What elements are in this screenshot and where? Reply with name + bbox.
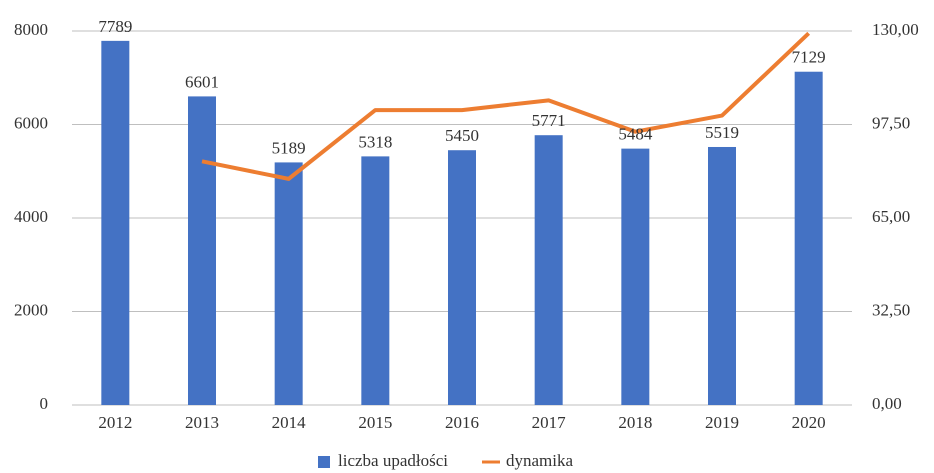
bar — [101, 40, 130, 405]
bar — [621, 148, 650, 406]
x-tick-label: 2019 — [705, 413, 739, 432]
bar — [794, 71, 823, 406]
x-tick-label: 2015 — [358, 413, 392, 432]
y-tick-label: 6000 — [14, 113, 48, 132]
data-label: 5484 — [618, 125, 653, 144]
line — [201, 31, 811, 181]
data-label: 5519 — [705, 123, 739, 142]
x-tick-label: 2013 — [185, 413, 219, 432]
legend-label: liczba upadłości — [338, 451, 448, 470]
y2-tick-label: 0,00 — [872, 394, 902, 413]
y2-tick-label: 32,50 — [872, 300, 910, 319]
legend-swatch — [318, 456, 330, 468]
bar — [448, 150, 476, 405]
y-tick-label: 0 — [40, 394, 49, 413]
x-tick-label: 2017 — [532, 413, 567, 432]
x-tick-label: 2020 — [792, 413, 826, 432]
data-label: 7789 — [98, 17, 132, 36]
bar — [361, 156, 390, 405]
y2-tick-label: 65,00 — [872, 207, 910, 226]
x-tick-label: 2014 — [272, 413, 307, 432]
data-label: 5771 — [532, 111, 566, 130]
legend-label: dynamika — [506, 451, 573, 470]
data-label: 6601 — [185, 72, 219, 91]
data-label: 5450 — [445, 126, 479, 145]
bar — [534, 135, 563, 405]
x-tick-label: 2012 — [98, 413, 132, 432]
x-tick-label: 2016 — [445, 413, 479, 432]
y-tick-label: 4000 — [14, 207, 48, 226]
y-tick-label: 8000 — [14, 20, 48, 39]
y2-tick-label: 97,50 — [872, 113, 910, 132]
x-tick-label: 2018 — [618, 413, 652, 432]
data-label: 7129 — [792, 48, 826, 67]
bar — [708, 146, 736, 405]
y-tick-label: 2000 — [14, 300, 48, 319]
data-label: 5318 — [358, 132, 392, 151]
data-label: 5189 — [272, 138, 306, 157]
bar — [274, 162, 303, 405]
bar — [188, 96, 216, 405]
y2-tick-label: 130,00 — [872, 20, 919, 39]
